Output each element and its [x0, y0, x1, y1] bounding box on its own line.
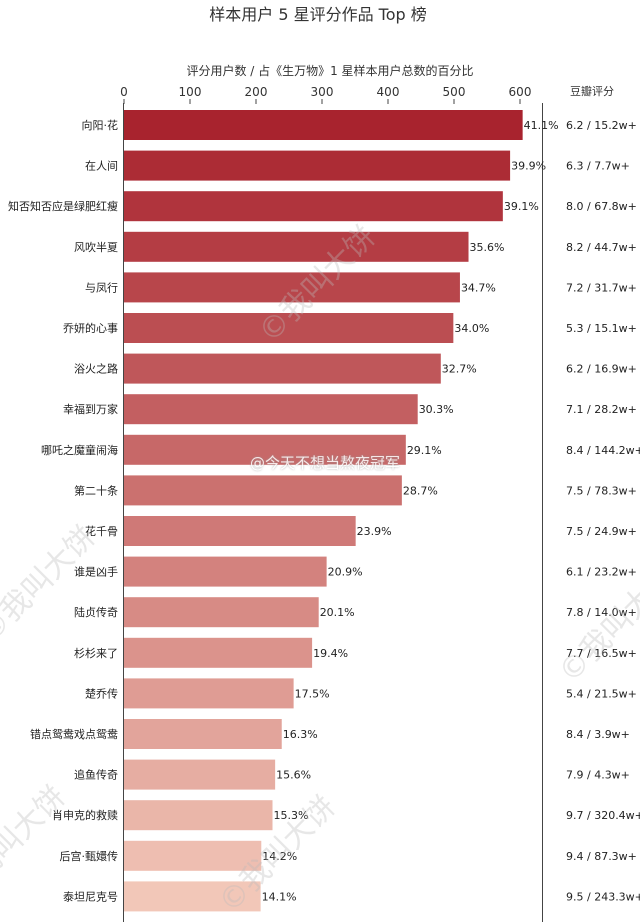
data-label: 34.0%: [454, 322, 489, 335]
category-label: 泰坦尼克号: [63, 889, 118, 903]
bar: [124, 800, 273, 831]
data-label: 17.5%: [295, 687, 330, 700]
data-label: 29.1%: [407, 444, 442, 457]
category-label: 谁是凶手: [74, 565, 118, 579]
douban-score: 7.5 / 24.9w+: [566, 525, 637, 538]
bar: [124, 150, 511, 181]
bar: [124, 881, 261, 912]
data-label: 39.9%: [511, 160, 546, 173]
bar: [124, 353, 441, 384]
data-label: 23.9%: [357, 525, 392, 538]
douban-score: 5.4 / 21.5w+: [566, 687, 637, 700]
x-tick-label: 100: [179, 85, 202, 99]
douban-score: 8.0 / 67.8w+: [566, 200, 637, 213]
category-label: 第二十条: [74, 483, 118, 497]
douban-score-header: 豆瓣评分: [570, 84, 614, 98]
douban-score: 7.8 / 14.0w+: [566, 606, 637, 619]
douban-score: 9.7 / 320.4w+: [566, 809, 640, 822]
bar: [124, 840, 262, 871]
douban-score: 8.4 / 144.2w+: [566, 444, 640, 457]
douban-score: 8.4 / 3.9w+: [566, 728, 630, 741]
data-label: 15.6%: [276, 769, 311, 782]
bar: [124, 394, 418, 425]
category-label: 陆贞传奇: [74, 605, 118, 619]
bar: [124, 231, 469, 262]
bar: [124, 475, 402, 506]
chart-subtitle: 评分用户数 / 占《生万物》1 星样本用户总数的百分比: [186, 63, 473, 78]
x-tick-label: 200: [245, 85, 268, 99]
bar: [124, 110, 523, 140]
data-label: 34.7%: [461, 281, 496, 294]
douban-score: 6.3 / 7.7w+: [566, 160, 630, 173]
data-label: 39.1%: [504, 200, 539, 213]
category-label: 错点鸳鸯戏点鸳鸯: [30, 727, 118, 741]
bar: [124, 556, 327, 587]
data-label: 14.2%: [262, 850, 297, 863]
x-tick-label: 500: [443, 85, 466, 99]
category-label: 浴火之路: [74, 362, 118, 376]
data-label: 20.9%: [328, 566, 363, 579]
data-label: 15.3%: [274, 809, 309, 822]
category-label: 花千骨: [85, 525, 118, 538]
bar: [124, 434, 406, 465]
data-label: 41.1%: [524, 119, 559, 132]
douban-score: 8.2 / 44.7w+: [566, 241, 637, 254]
data-label: 35.6%: [470, 241, 505, 254]
category-label: 幸福到万家: [63, 402, 118, 416]
bar: [124, 759, 276, 790]
douban-score: 9.4 / 87.3w+: [566, 850, 637, 863]
data-label: 28.7%: [403, 484, 438, 497]
douban-score: 7.9 / 4.3w+: [566, 769, 630, 782]
category-label: 知否知否应是绿肥红瘦: [8, 199, 118, 213]
category-label: 乔妍的心事: [63, 321, 118, 335]
category-label: 杉杉来了: [74, 646, 118, 660]
x-tick-label: 0: [120, 85, 128, 99]
bar: [124, 191, 503, 222]
category-label: 在人间: [85, 160, 118, 173]
douban-score: 6.2 / 16.9w+: [566, 363, 637, 376]
douban-score: 7.5 / 78.3w+: [566, 484, 637, 497]
douban-score: 7.2 / 31.7w+: [566, 281, 637, 294]
douban-score: 6.2 / 15.2w+: [566, 119, 637, 132]
bar: [124, 313, 454, 343]
bar: [124, 719, 282, 749]
chart-title: 样本用户 5 星评分作品 Top 榜: [209, 5, 427, 24]
data-label: 20.1%: [320, 606, 355, 619]
category-label: 楚乔传: [85, 686, 118, 700]
x-tick-label: 300: [311, 85, 334, 99]
data-label: 14.1%: [262, 890, 297, 903]
category-label: 哪吒之魔童闹海: [41, 443, 118, 457]
data-label: 16.3%: [283, 728, 318, 741]
x-tick-label: 400: [377, 85, 400, 99]
category-label: 风吹半夏: [74, 240, 118, 254]
data-label: 19.4%: [313, 647, 348, 660]
douban-score: 7.7 / 16.5w+: [566, 647, 637, 660]
category-label: 与凤行: [85, 281, 118, 294]
douban-score: 9.5 / 243.3w+: [566, 890, 640, 903]
x-tick-label: 600: [509, 85, 532, 99]
category-label: 向阳·花: [82, 118, 119, 132]
data-label: 32.7%: [442, 363, 477, 376]
bar: [124, 597, 319, 628]
douban-score: 7.1 / 28.2w+: [566, 403, 637, 416]
data-label: 30.3%: [419, 403, 454, 416]
bar: [124, 678, 294, 709]
douban-score: 6.1 / 23.2w+: [566, 566, 637, 579]
douban-score: 5.3 / 15.1w+: [566, 322, 637, 335]
category-label: 追鱼传奇: [74, 768, 118, 782]
bar: [124, 637, 313, 668]
category-label: 后宫·甄嬛传: [60, 849, 119, 863]
bar: [124, 516, 356, 546]
category-label: 肖申克的救赎: [52, 808, 118, 822]
bar: [124, 272, 460, 303]
